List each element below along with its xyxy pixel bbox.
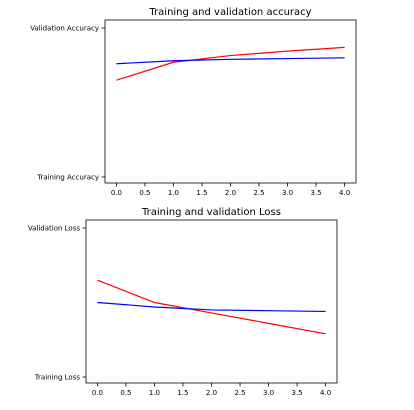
series-line-1 [97,301,326,313]
x-tick-label: 0.5 [139,189,150,197]
x-tick-label: 2.5 [234,389,245,397]
plot-frame [85,219,338,384]
series-line-0 [97,279,326,335]
x-tick-label: 3.5 [291,389,302,397]
chart-title: Training and validation accuracy [148,7,311,18]
x-tick-label: 1.5 [177,389,188,397]
chart-title: Training and validation Loss [141,207,281,218]
chart-panel-1: Training and validation Loss 0.0 0.5 1.0 1.5… [28,207,338,397]
x-tick-label: 0.0 [111,189,122,197]
x-tick-label: 3.0 [282,189,293,197]
y-tick-label: Training Accuracy [36,174,99,182]
x-tick-label: 0.0 [92,389,103,397]
series-line-1 [116,57,345,65]
x-tick-label: 2.0 [206,389,217,397]
x-tick-label: 4.0 [320,389,331,397]
x-tick-label: 4.0 [339,189,350,197]
chart-panel-0: Training and validation accuracy 0.0 0.5 1.… [30,7,357,197]
x-tick-label: 0.5 [120,389,131,397]
plot-frame [104,19,357,184]
x-tick-label: 2.5 [253,189,264,197]
x-tick-label: 1.5 [196,189,207,197]
series-line-0 [116,46,345,81]
x-tick-label: 3.5 [310,189,321,197]
y-tick-label: Validation Accuracy [30,25,99,33]
x-tick-label: 1.0 [149,389,160,397]
x-tick-label: 3.0 [263,389,274,397]
x-tick-label: 2.0 [225,189,236,197]
x-tick-label: 1.0 [168,189,179,197]
y-tick-label: Training Loss [34,374,81,382]
y-tick-label: Validation Loss [28,225,80,233]
